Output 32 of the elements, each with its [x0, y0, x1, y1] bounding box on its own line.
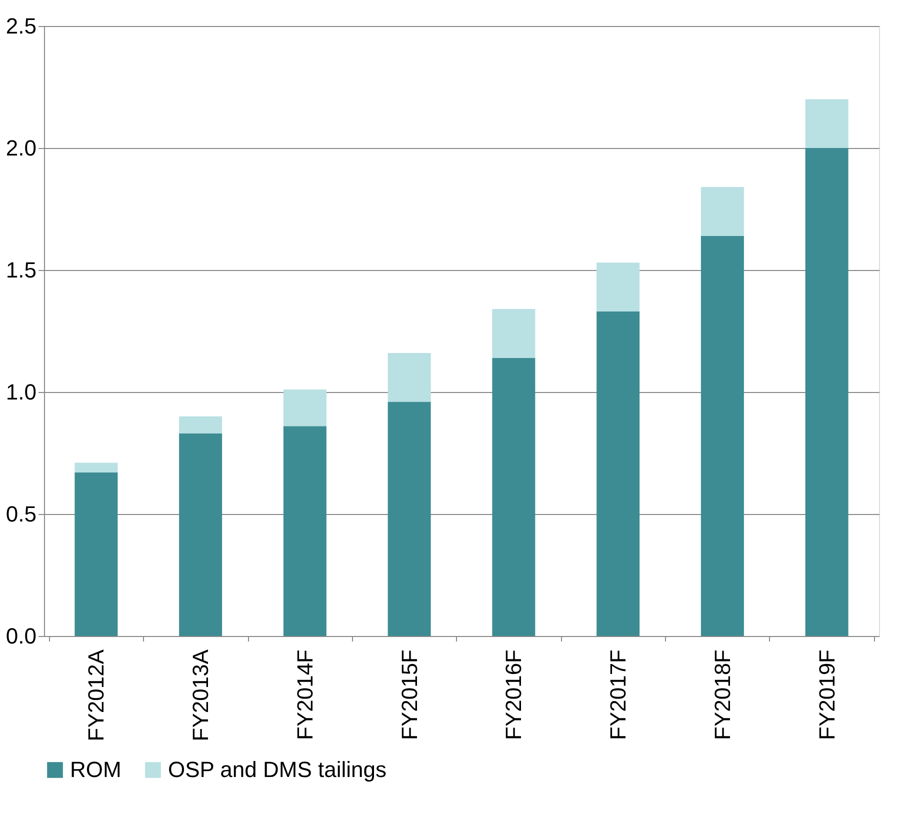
x-tick-label: FY2015F	[396, 650, 422, 740]
bar	[700, 236, 744, 636]
bar	[74, 462, 118, 473]
y-tick-label: 0.5	[6, 502, 36, 526]
x-tick-label: FY2018F	[710, 650, 735, 740]
y-tick-label: 1.5	[6, 258, 36, 282]
x-tick-label: FY2012A	[84, 649, 109, 742]
bar	[388, 352, 431, 402]
bar	[596, 262, 640, 312]
y-tick-label: 2.0	[6, 136, 36, 160]
y-tick-label: 0.0	[6, 624, 36, 648]
legend-label: ROM	[70, 757, 122, 782]
x-tick-label: FY2014F	[292, 650, 318, 740]
bar	[179, 416, 222, 434]
bar	[74, 472, 118, 636]
bar	[283, 426, 326, 636]
bar	[492, 309, 536, 358]
x-tick-label: FY2017F	[606, 650, 631, 740]
y-tick-label: 2.5	[6, 14, 36, 38]
bar	[179, 433, 222, 636]
x-tick-label: FY2016F	[501, 650, 526, 740]
bar	[700, 187, 744, 236]
bar	[388, 402, 431, 636]
x-tick-label: FY2019F	[814, 650, 840, 740]
bar	[596, 311, 640, 636]
legend-label: OSP and DMS tailings	[168, 757, 386, 782]
bar	[283, 390, 326, 426]
bar	[805, 148, 848, 636]
y-tick-label: 1.0	[6, 380, 36, 404]
bar	[492, 358, 536, 636]
bar	[805, 99, 848, 148]
x-tick-label: FY2013A	[188, 649, 214, 742]
